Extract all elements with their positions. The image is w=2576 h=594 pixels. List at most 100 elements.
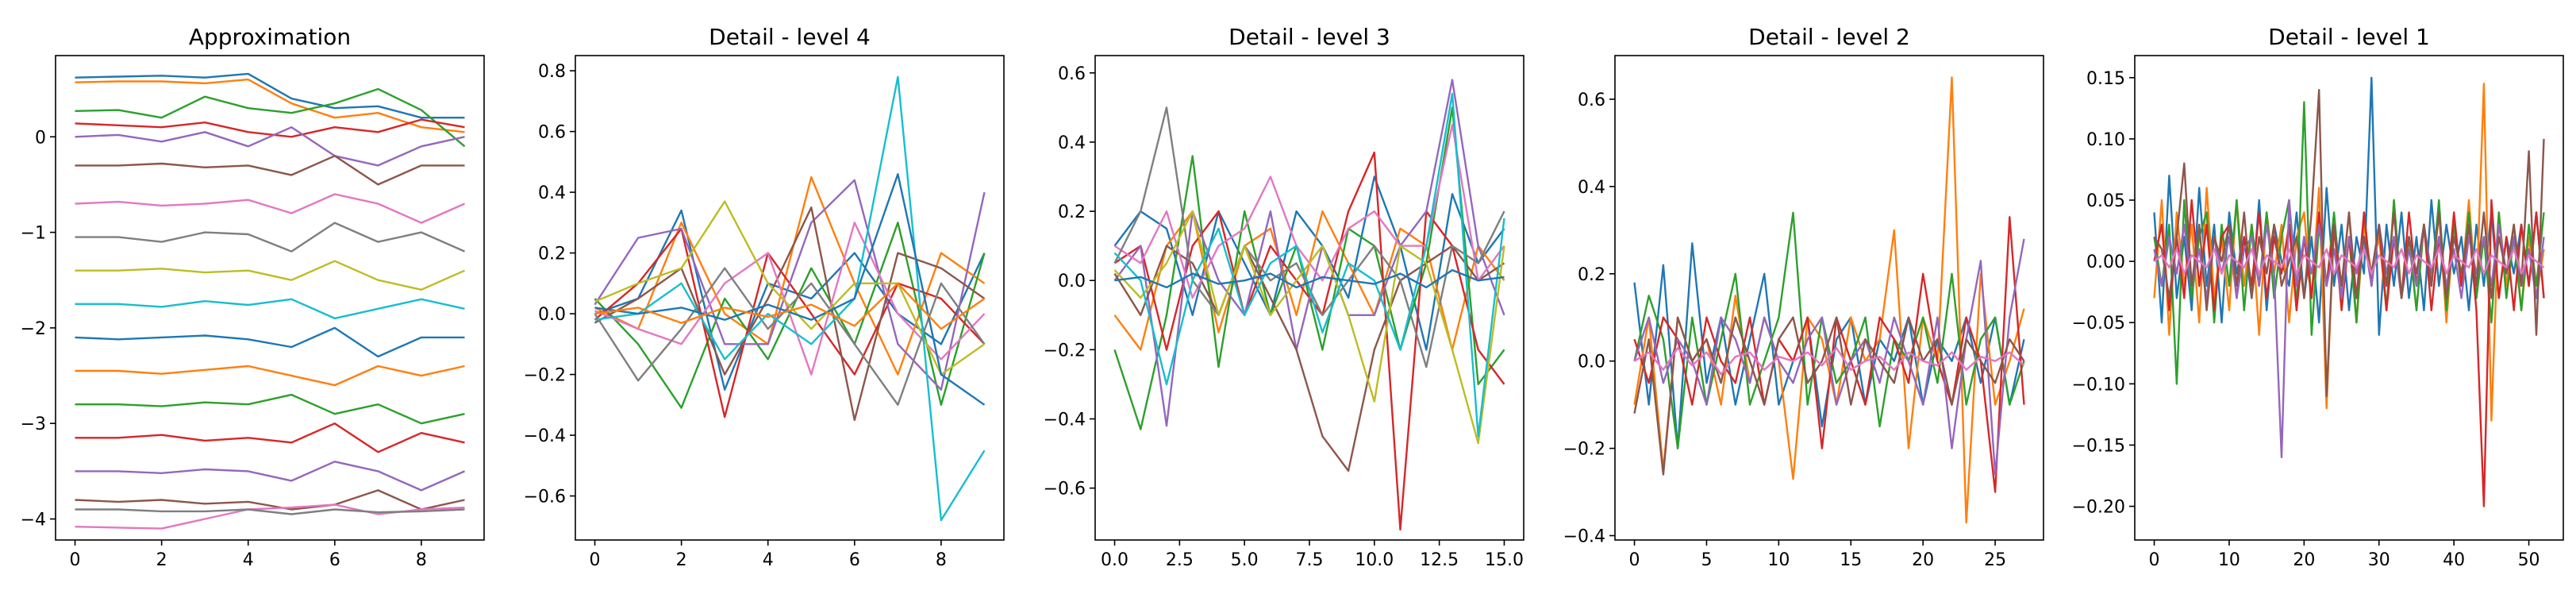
x-tick-label: 30 [2368,550,2390,570]
y-tick-label: 0.6 [1058,64,1086,84]
series-line [75,72,465,119]
series-line [1113,92,1505,438]
x-tick-label: 5.0 [1231,550,1259,570]
panel-title: Detail - level 4 [709,24,871,50]
plot-area [594,75,986,522]
axes-frame [1614,55,2044,541]
x-tick-label: 50 [2518,550,2540,570]
series-line [1113,210,1505,445]
panel-4: Detail - level 2 0 5 10 15 20 25 0.6 0.4 0.2 0.0 −0… [1563,24,2044,570]
y-tick-label: −0.15 [2072,436,2125,456]
series-line [75,364,465,387]
x-tick-label: 20 [2293,550,2315,570]
panel-title: Approximation [189,24,351,50]
series-line [75,393,465,425]
x-tick-label: 8 [416,550,427,570]
series-line [1113,79,1505,427]
x-tick-label: 40 [2443,550,2465,570]
series-line [75,298,465,320]
y-tick-label: 0.4 [1578,178,1605,198]
y-tick-label: −3 [21,415,46,434]
y-tick-label: 0.2 [1578,265,1605,285]
y-tick-label: 0.6 [1578,91,1605,110]
plot-area [75,72,466,530]
y-tick-label: 0.0 [1058,272,1086,291]
y-tick-label: 0.2 [538,245,566,264]
x-tick-label: 6 [329,550,340,570]
y-tick-label: −0.4 [524,426,566,446]
x-tick-label: 10.0 [1355,550,1394,570]
y-tick-label: 0.05 [2086,191,2125,211]
series-line [594,222,986,376]
x-tick-label: 10 [1767,550,1790,570]
y-tick-label: −0.2 [1563,440,1605,460]
plot-area [1633,76,2025,524]
panel-title: Detail - level 2 [1748,24,1910,50]
y-tick-label: −0.4 [1563,527,1605,547]
series-line [75,503,465,530]
series-line [2153,248,2545,275]
x-tick-label: 0.0 [1101,550,1128,570]
x-tick-label: 2 [156,550,167,570]
series-line [75,461,465,492]
y-tick-label: −0.4 [1044,411,1086,430]
series-line [75,155,465,186]
series-line [1113,176,1505,351]
series-line [594,206,986,422]
x-tick-label: 6 [849,550,860,570]
x-tick-label: 2.5 [1166,550,1194,570]
panel-title: Detail - level 1 [2268,24,2430,50]
y-tick-label: 0.10 [2086,130,2125,150]
x-tick-label: 0 [70,550,81,570]
y-tick-label: −2 [21,319,46,339]
y-tick-label: −4 [21,511,46,530]
panel-1: Approximation 0 2 4 6 8 0 −1 −2 −3 −4 [21,24,485,570]
x-tick-label: 5 [1701,550,1712,570]
x-tick-label: 4 [243,550,254,570]
x-tick-label: 8 [936,550,947,570]
series-line [1114,268,1505,289]
x-tick-label: 20 [1912,550,1934,570]
series-line [75,193,465,224]
series-line [1633,76,2025,524]
series-line [1113,151,1505,531]
axes-frame [2134,55,2564,541]
series-line [75,87,466,148]
x-tick-label: 0 [1629,550,1640,570]
series-line [75,508,465,515]
series-line [75,260,465,291]
axes-frame [575,55,1005,541]
series-line [594,179,986,391]
y-tick-label: 0.15 [2086,69,2125,89]
series-line [2153,88,2545,397]
plot-area [2153,76,2545,507]
y-tick-label: 0.0 [1578,353,1605,372]
series-line [75,489,465,511]
series-line [1633,316,2025,476]
x-tick-label: 15.0 [1485,550,1524,570]
y-tick-label: −0.6 [524,488,566,507]
series-line [75,422,465,453]
y-tick-label: −0.05 [2072,314,2125,334]
panel-title: Detail - level 3 [1228,24,1390,50]
series-line [75,222,465,253]
y-tick-label: −0.6 [1044,480,1086,499]
x-tick-label: 25 [1984,550,2006,570]
series-line [594,172,986,406]
y-tick-label: −0.20 [2072,498,2125,518]
y-tick-label: 0 [35,128,46,148]
axes-frame [55,55,485,541]
y-tick-label: −0.2 [1044,341,1086,361]
x-tick-label: 12.5 [1420,550,1459,570]
y-tick-label: 0.0 [538,305,566,325]
y-tick-label: 0.00 [2086,253,2125,272]
panel-2: Detail - level 4 0 2 4 6 8 0.8 0.6 0.4 0.2 0.0 −0.2… [524,24,1005,570]
series-line [594,75,986,522]
x-tick-label: 0 [2149,550,2160,570]
series-line [1633,347,2025,376]
series-line [75,118,465,138]
x-tick-label: 7.5 [1296,550,1324,570]
series-line [75,125,465,167]
series-line [594,282,986,330]
